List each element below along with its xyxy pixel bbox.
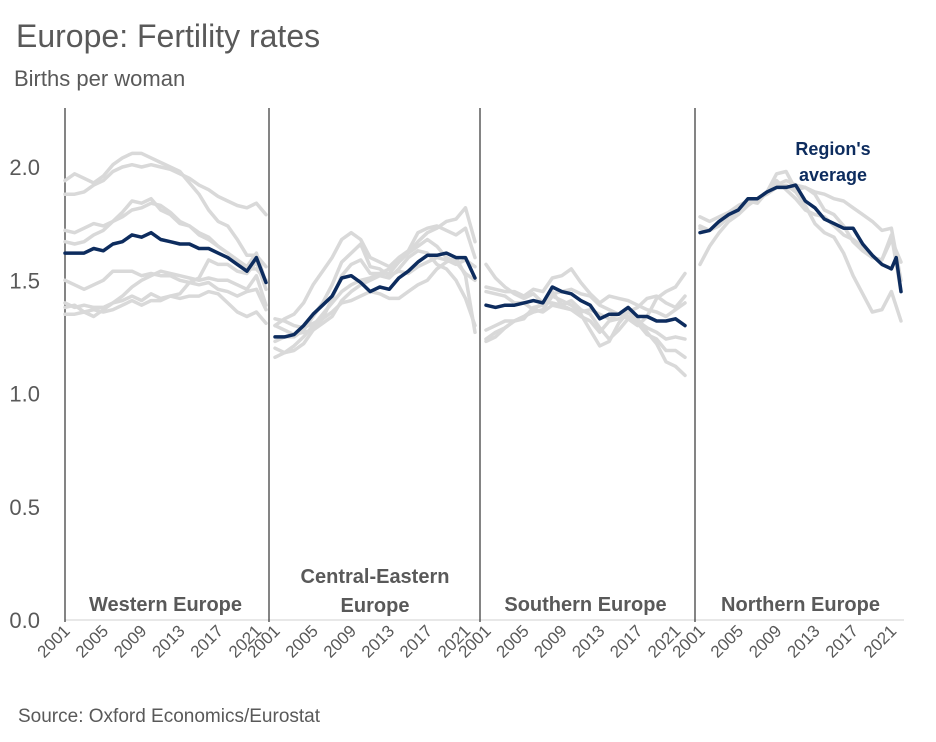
y-tick-label: 1.5 xyxy=(9,268,40,293)
country-line xyxy=(63,269,268,312)
average-annotation: average xyxy=(799,165,867,185)
average-line xyxy=(698,183,903,294)
y-tick-label: 2.0 xyxy=(9,155,40,180)
country-line xyxy=(273,255,477,335)
x-tick-label: 2017 xyxy=(822,621,862,661)
panel-label: Central-Eastern xyxy=(301,566,450,588)
x-tick-label: 2021 xyxy=(860,621,900,661)
country-line xyxy=(484,294,687,378)
panel-label: Western Europe xyxy=(89,594,242,616)
country-line xyxy=(63,162,268,217)
x-tick-label: 2017 xyxy=(396,621,436,661)
chart-subtitle: Births per woman xyxy=(14,66,186,91)
average-line xyxy=(273,251,477,339)
x-tick-label: 2009 xyxy=(745,621,785,661)
country-line xyxy=(273,224,477,328)
country-line xyxy=(63,269,268,319)
country-line xyxy=(484,267,687,319)
average-line xyxy=(484,285,687,328)
x-tick-label: 2009 xyxy=(320,621,360,661)
x-tick-label: 2017 xyxy=(187,621,227,661)
country-line xyxy=(63,289,268,326)
chart-title: Europe: Fertility rates xyxy=(16,18,321,54)
panel-label: Northern Europe xyxy=(721,594,880,616)
x-tick-label: 2005 xyxy=(493,621,533,661)
country-line xyxy=(273,206,477,355)
x-tick-label: 2013 xyxy=(358,621,398,661)
average-line xyxy=(63,230,268,285)
panel-label: Europe xyxy=(341,595,410,617)
country-line xyxy=(273,242,477,344)
x-tick-label: 2005 xyxy=(282,621,322,661)
panel-label: Southern Europe xyxy=(504,594,666,616)
y-tick-label: 0.5 xyxy=(9,495,40,520)
country-line xyxy=(63,201,268,283)
country-line xyxy=(698,183,903,323)
x-tick-label: 2013 xyxy=(784,621,824,661)
country-line xyxy=(63,151,268,269)
x-tick-label: 2009 xyxy=(110,621,150,661)
y-tick-label: 1.0 xyxy=(9,382,40,407)
x-tick-label: 2009 xyxy=(530,621,570,661)
y-tick-label: 0.0 xyxy=(9,608,40,633)
x-tick-label: 2013 xyxy=(568,621,608,661)
x-tick-label: 2005 xyxy=(72,621,112,661)
x-tick-label: 2013 xyxy=(149,621,189,661)
x-tick-label: 2005 xyxy=(707,621,747,661)
chart-source: Source: Oxford Economics/Eurostat xyxy=(18,706,321,727)
x-tick-label: 2017 xyxy=(606,621,646,661)
average-annotation: Region's xyxy=(795,139,870,159)
